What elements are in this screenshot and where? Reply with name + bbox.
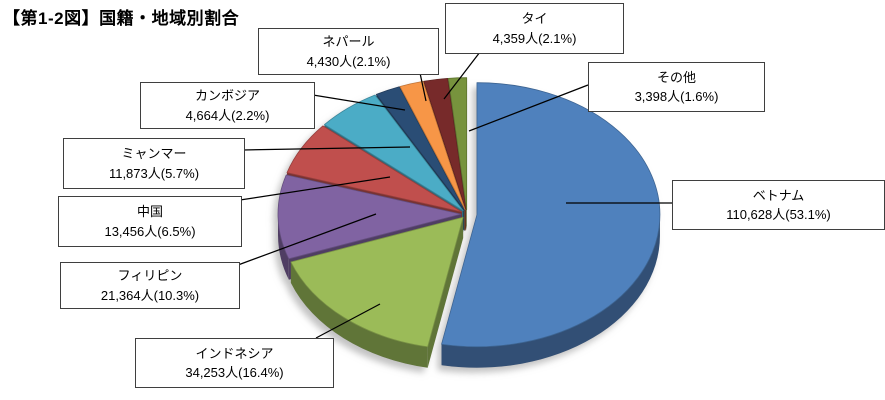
leader-lines (237, 51, 672, 339)
callout-cambodia: カンボジア 4,664人(2.2%) (140, 82, 315, 129)
callout-myanmar-value: 11,873人(5.7%) (108, 165, 200, 181)
callout-thailand: タイ 4,359人(2.1%) (445, 3, 624, 54)
figure-title: 【第1-2図】国籍・地域別割合 (3, 9, 240, 28)
callout-thailand-name: タイ (521, 11, 548, 26)
pie-slice-others (447, 77, 468, 211)
callout-myanmar: ミャンマー 11,873人(5.7%) (63, 138, 245, 189)
callout-philippines-value: 21,364人(10.3%) (100, 287, 200, 303)
callout-nepal: ネパール 4,430人(2.1%) (258, 28, 439, 75)
pie-slice-indonesia (290, 216, 464, 348)
callout-china-value: 13,456人(6.5%) (104, 223, 196, 239)
callout-others: その他 3,398人(1.6%) (588, 62, 765, 112)
leader-line-cambodia (312, 94, 406, 111)
callout-myanmar-name: ミャンマー (121, 146, 187, 161)
pie-slice-cutface-indonesia (427, 217, 464, 368)
leader-line-myanmar (242, 146, 411, 151)
callout-indonesia-value: 34,253人(16.4%) (185, 365, 284, 380)
leader-line-others (468, 84, 589, 132)
pie-tops (277, 77, 661, 348)
callout-others-value: 3,398人(1.6%) (634, 89, 719, 104)
leader-line-nepal (419, 72, 427, 102)
pie-slice-china (286, 125, 463, 213)
callout-vietnam-name: ベトナム (752, 187, 805, 203)
callout-china-name: 中国 (136, 204, 163, 219)
callout-indonesia-name: インドネシア (195, 345, 274, 361)
pie-slice-vietnam (441, 82, 661, 348)
pie-slice-side-indonesia (290, 262, 428, 368)
callout-nepal-value: 4,430人(2.1%) (306, 53, 391, 69)
pie-slice-cambodia (375, 86, 465, 211)
callout-nepal-name: ネパール (322, 34, 375, 49)
callout-vietnam: ベトナム 110,628人(53.1%) (672, 180, 885, 230)
callout-vietnam-value: 110,628人(53.1%) (726, 207, 831, 222)
callout-thailand-value: 4,359人(2.1%) (492, 30, 577, 46)
pie-slice-side-vietnam (441, 214, 660, 368)
callout-china: 中国 13,456人(6.5%) (58, 196, 242, 247)
pie-body (277, 77, 661, 368)
callout-philippines: フィリピン 21,364人(10.3%) (60, 262, 240, 309)
callout-philippines-name: フィリピン (117, 268, 183, 283)
leader-line-indonesia (315, 303, 381, 339)
leader-line-china (239, 176, 391, 201)
callout-cambodia-name: カンボジア (194, 88, 260, 103)
pie-slice-nepal (399, 81, 466, 211)
callout-others-name: その他 (656, 69, 696, 85)
callout-indonesia: インドネシア 34,253人(16.4%) (135, 338, 334, 388)
pie-slice-thailand (423, 78, 467, 211)
callout-cambodia-value: 4,664人(2.2%) (185, 107, 270, 123)
leader-line-philippines (237, 213, 377, 266)
pie-slice-myanmar (324, 94, 464, 212)
leader-line-thailand (443, 51, 481, 100)
